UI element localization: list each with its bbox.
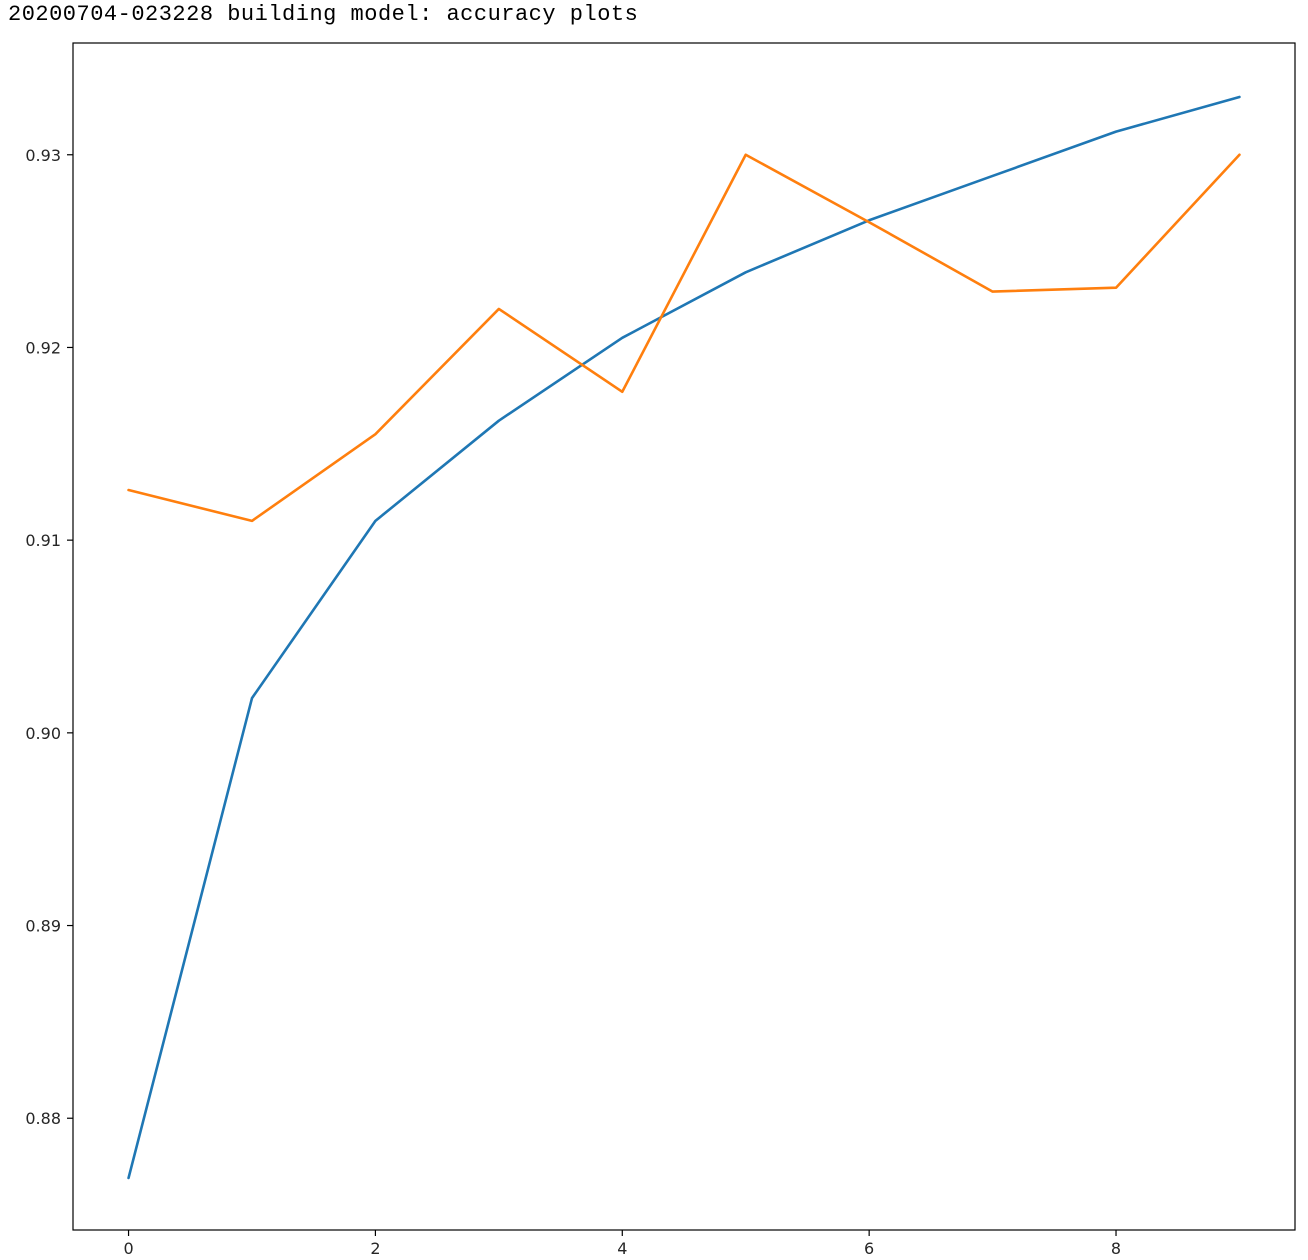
y-tick-label: 0.90 <box>25 724 61 743</box>
x-tick-label: 8 <box>1111 1239 1121 1258</box>
x-tick-label: 0 <box>123 1239 133 1258</box>
y-tick-label: 0.88 <box>25 1109 61 1128</box>
x-axis: 0 2 4 6 8 <box>123 1230 1121 1258</box>
x-tick-label: 2 <box>370 1239 380 1258</box>
series-layer <box>127 95 1241 1180</box>
x-tick-label: 6 <box>864 1239 874 1258</box>
y-tick-label: 0.89 <box>25 917 61 936</box>
y-axis: 0.88 0.89 0.90 0.91 0.92 0.93 <box>25 146 73 1128</box>
y-tick-label: 0.92 <box>25 338 61 357</box>
plot-frame <box>72 42 1296 1231</box>
series-line-1 <box>127 95 1241 1180</box>
series-line-2 <box>127 153 1241 523</box>
x-tick-label: 4 <box>617 1239 627 1258</box>
y-tick-label: 0.93 <box>25 146 61 165</box>
y-tick-label: 0.91 <box>25 531 61 550</box>
header-text: 20200704-023228 building model: accuracy… <box>8 2 639 27</box>
